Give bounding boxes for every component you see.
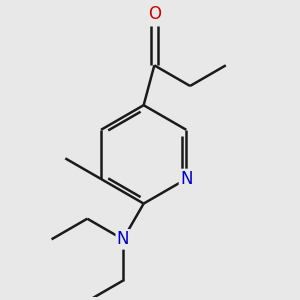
Text: N: N xyxy=(117,230,129,248)
Text: O: O xyxy=(148,5,161,23)
Text: N: N xyxy=(180,170,193,188)
